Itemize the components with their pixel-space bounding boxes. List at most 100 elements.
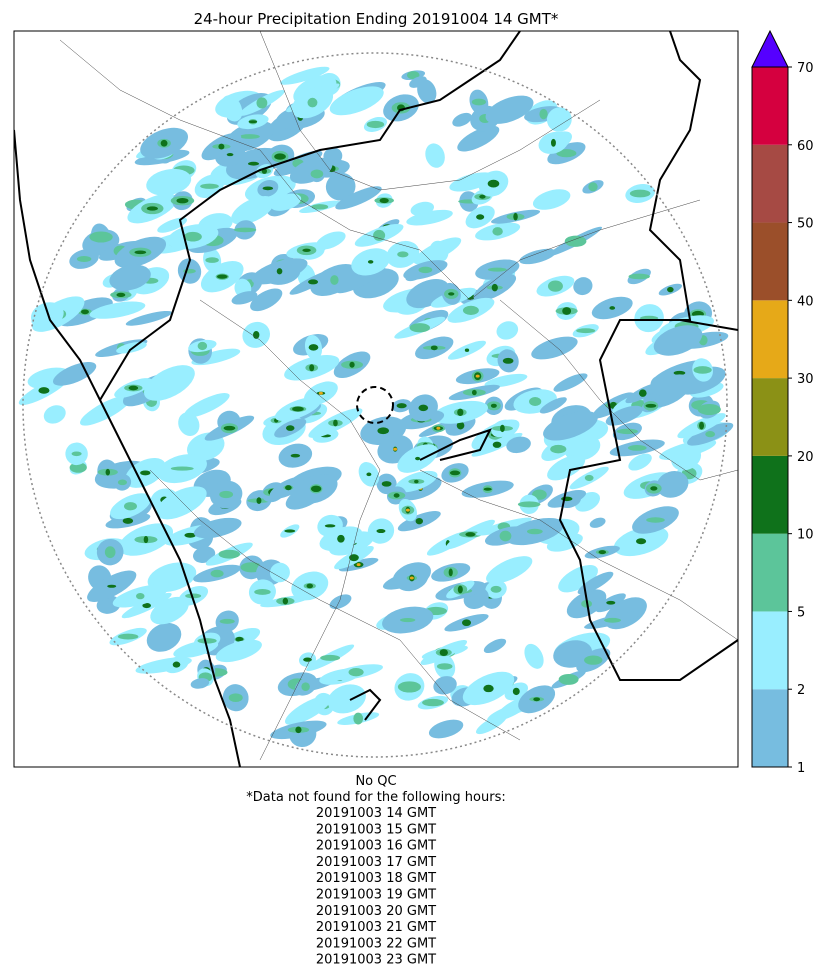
rain-core [556, 149, 577, 158]
rain-core [337, 534, 345, 543]
rain-cell [146, 622, 182, 652]
rain-core [136, 592, 145, 600]
rain-core [367, 260, 374, 264]
rain-core [448, 568, 453, 577]
rain-core [140, 470, 151, 476]
rain-core [397, 251, 409, 258]
rain-cell [543, 411, 598, 441]
rain-core [218, 143, 225, 150]
rain-core [107, 584, 117, 588]
rain-core [422, 698, 444, 707]
rain-cell [532, 189, 571, 210]
rain-cell [250, 288, 283, 312]
rain-cell [650, 376, 669, 396]
rain-core [184, 532, 196, 538]
rain-core [499, 530, 512, 542]
rain-cell [425, 143, 445, 168]
rain-cell [270, 193, 302, 211]
rain-core [490, 585, 502, 593]
rain-core [636, 538, 647, 545]
rain-cell [150, 596, 189, 625]
rain-core [306, 583, 314, 589]
rain-core [436, 663, 453, 670]
district-border [199, 299, 381, 761]
rain-core [462, 305, 479, 315]
rain-core [276, 268, 283, 275]
rain-core [253, 330, 260, 339]
rain-core [309, 364, 315, 372]
rain-core [219, 618, 235, 624]
rain-cell [329, 86, 384, 116]
colorbar-extend [751, 29, 789, 68]
rain-core [439, 649, 448, 656]
rain-core [134, 250, 147, 255]
rain-core [274, 153, 286, 160]
rain-core [638, 389, 647, 397]
rain-cell [335, 186, 382, 210]
colorbar-tick-label: 1 [797, 761, 805, 776]
map [14, 31, 738, 767]
rain-core [71, 451, 82, 457]
district-border [59, 39, 701, 301]
rain-core [366, 472, 372, 477]
rain-core [500, 424, 505, 433]
rain-cell [43, 405, 66, 424]
rain-cell [178, 412, 200, 436]
rain-cell [109, 264, 151, 291]
rain-core [539, 108, 548, 120]
rain-core [475, 374, 480, 378]
rain-core [693, 366, 712, 374]
rain-core [247, 161, 260, 166]
rain-core [286, 425, 295, 431]
rain-core [290, 453, 301, 458]
rain-core [170, 466, 194, 471]
rain-core [606, 600, 616, 605]
rain-core [396, 403, 407, 409]
missing-hour: 20191003 20 GMT [316, 904, 436, 919]
missing-hour: 20191003 22 GMT [316, 936, 436, 951]
rain-core [379, 197, 389, 204]
rain-core [457, 585, 463, 594]
rain-core [705, 431, 716, 438]
rain-cell [89, 301, 146, 319]
rain-core [393, 493, 400, 498]
coastline [14, 129, 241, 767]
rain-core [218, 549, 241, 559]
rain-core [284, 529, 296, 533]
rain-core [471, 389, 477, 396]
rain-core [282, 597, 289, 605]
rain-cell [452, 112, 472, 127]
rain-core [228, 693, 243, 702]
missing-hour: 20191003 19 GMT [316, 888, 436, 903]
rain-core [449, 470, 461, 476]
rain-cell [573, 277, 593, 296]
rain-core [376, 529, 386, 534]
colorbar-tick-label: 30 [797, 372, 814, 387]
rain-core [200, 183, 219, 189]
rain-core [349, 554, 359, 562]
rain-core [210, 569, 224, 578]
rain-core [89, 231, 113, 243]
state-border [349, 688, 382, 721]
rain-core [588, 182, 598, 192]
rain-core [564, 235, 587, 247]
colorbar: 1 2 5 10 20 30 40 50 60 70 [751, 29, 814, 776]
rain-core [550, 138, 556, 147]
rain-core [233, 227, 257, 233]
radar-site [356, 386, 394, 424]
rain-core [128, 385, 139, 391]
rain-core [330, 275, 339, 285]
rain-core [81, 309, 89, 315]
rain-core [105, 468, 111, 476]
rain-core [457, 408, 464, 417]
rain-core [492, 441, 502, 448]
missing-hour: 20191003 21 GMT [316, 920, 436, 935]
rain-cell [605, 405, 643, 426]
rain-core [604, 617, 621, 623]
rain-core [356, 563, 361, 567]
rain-core [235, 636, 244, 642]
rain-core [205, 257, 219, 263]
rain-cell [539, 397, 567, 414]
rain-cell [656, 471, 689, 498]
rain-cell [325, 172, 356, 201]
